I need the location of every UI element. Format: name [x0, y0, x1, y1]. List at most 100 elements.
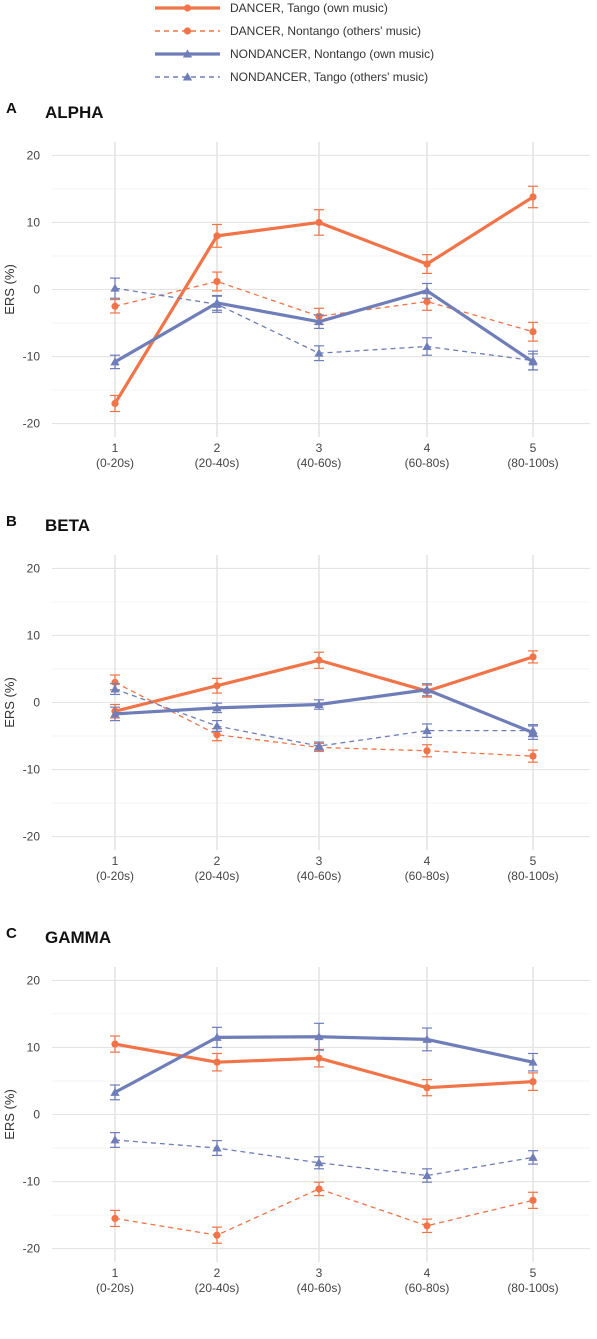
data-point — [110, 709, 120, 718]
data-point — [111, 399, 119, 408]
y-tick-label: -20 — [23, 830, 41, 844]
series-2 — [110, 1181, 538, 1244]
data-point — [213, 277, 221, 286]
legend-label: NONDANCER, Nontango (own music) — [230, 47, 434, 61]
x-tick-label: (0-20s) — [96, 869, 134, 883]
series-line — [114, 688, 533, 747]
data-point — [110, 1087, 120, 1096]
panel-letter: A — [6, 100, 17, 117]
y-tick-label: 20 — [27, 973, 41, 987]
x-tick-label: (40-60s) — [297, 1281, 342, 1295]
series-4 — [110, 277, 538, 371]
panel-title: ALPHA — [45, 103, 104, 122]
y-tick-label: -10 — [23, 763, 41, 777]
data-point — [213, 682, 221, 690]
data-point — [528, 355, 538, 365]
legend-marker — [183, 4, 192, 12]
chart-panel-A: A ALPHA -20 -10 0 10 20 ERS (%) 1(0-20s) 2(20-40s… — [2, 100, 590, 470]
y-tick-label: -20 — [23, 1242, 41, 1256]
series-1 — [110, 185, 538, 413]
data-point — [529, 653, 537, 661]
data-point — [212, 721, 222, 730]
legend-item: NONDANCER, Nontango (own music) — [155, 47, 434, 61]
data-point — [422, 341, 432, 350]
x-tick-label: (20-40s) — [195, 456, 240, 470]
y-tick-label: 0 — [33, 283, 40, 297]
x-tick-label: (80-100s) — [507, 456, 558, 470]
data-point — [212, 1143, 222, 1152]
data-point — [111, 1040, 119, 1048]
series-line — [114, 1139, 534, 1177]
data-point — [422, 286, 432, 295]
data-point — [110, 684, 120, 693]
series-3 — [110, 683, 538, 740]
data-point — [314, 699, 324, 708]
data-point — [315, 656, 323, 664]
data-point — [528, 1152, 538, 1161]
series-2 — [110, 674, 538, 763]
data-point — [314, 741, 324, 750]
x-tick-label: (60-80s) — [405, 869, 450, 883]
y-axis-label: ERS (%) — [2, 264, 17, 315]
chart-panel-C: C GAMMA -20 -10 0 10 20 ERS (%) 1(0-20s) 2(20-40s… — [2, 925, 590, 1295]
legend-label: NONDANCER, Tango (others' music) — [230, 70, 428, 84]
x-tick-label: 1 — [112, 441, 119, 455]
data-point — [315, 1054, 323, 1062]
data-point — [423, 1084, 431, 1092]
x-tick-label: 4 — [424, 854, 431, 868]
x-tick-label: 3 — [316, 854, 323, 868]
data-point — [213, 1231, 221, 1239]
y-tick-label: -10 — [23, 350, 41, 364]
x-tick-label: 5 — [530, 1266, 537, 1280]
panel-title: BETA — [45, 516, 90, 535]
data-point — [212, 703, 222, 712]
y-tick-label: 10 — [27, 215, 41, 229]
series-3 — [110, 1022, 538, 1101]
data-point — [422, 1170, 432, 1179]
legend-item: DANCER, Tango (own music) — [155, 1, 388, 15]
panel-letter: C — [6, 925, 17, 942]
panel-letter: B — [6, 513, 17, 530]
x-tick-label: (40-60s) — [297, 869, 342, 883]
data-point — [213, 731, 221, 739]
legend-label: DANCER, Tango (own music) — [230, 1, 388, 15]
x-tick-label: (0-20s) — [96, 1281, 134, 1295]
data-point — [213, 232, 221, 240]
x-tick-label: 1 — [112, 854, 119, 868]
legend-marker — [182, 49, 193, 58]
x-tick-label: 1 — [112, 1266, 119, 1280]
series-line — [113, 195, 534, 405]
data-point — [529, 193, 537, 201]
data-point — [423, 1222, 431, 1230]
data-point — [314, 1032, 324, 1041]
data-point — [529, 328, 537, 336]
chart-panel-B: B BETA -20 -10 0 10 20 ERS (%) 1(0-20s) 2(20-40s)… — [2, 513, 590, 883]
data-point — [529, 752, 537, 760]
legend-item: DANCER, Nontango (others' music) — [155, 24, 421, 38]
data-point — [315, 1185, 323, 1193]
data-point — [423, 747, 431, 755]
data-point — [314, 317, 324, 326]
y-tick-label: 0 — [33, 696, 40, 710]
x-tick-label: (80-100s) — [507, 869, 558, 883]
x-tick-label: (60-80s) — [405, 1281, 450, 1295]
series-4 — [110, 1132, 538, 1183]
x-tick-label: (40-60s) — [297, 456, 342, 470]
data-point — [111, 1214, 119, 1223]
x-tick-label: (20-40s) — [195, 1281, 240, 1295]
x-tick-label: 5 — [530, 441, 537, 455]
data-point — [110, 283, 120, 292]
x-tick-label: 3 — [316, 1266, 323, 1280]
data-point — [423, 297, 431, 306]
data-point — [314, 1158, 324, 1167]
x-tick-label: 5 — [530, 854, 537, 868]
panel-title: GAMMA — [45, 928, 111, 947]
data-point — [212, 299, 222, 308]
data-point — [423, 260, 431, 268]
data-point — [528, 726, 538, 735]
series-4 — [110, 683, 538, 751]
x-tick-label: (0-20s) — [96, 456, 134, 470]
series-1 — [110, 1035, 538, 1097]
data-point — [213, 1058, 221, 1066]
